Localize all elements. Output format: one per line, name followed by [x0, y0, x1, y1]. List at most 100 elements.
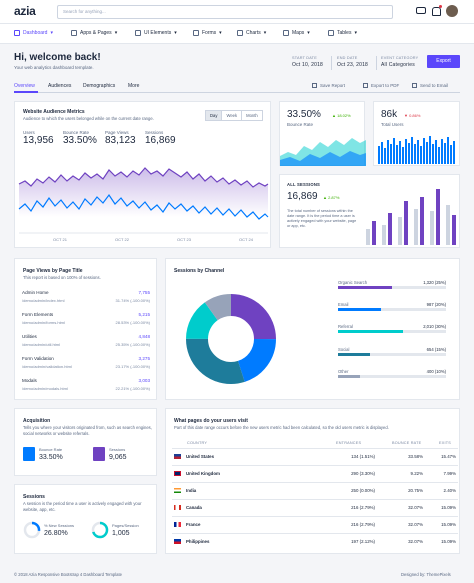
channel-donut-chart	[186, 294, 276, 384]
area-series-fill	[19, 168, 268, 217]
event-category[interactable]: EVENT CATEGORY All Categories	[381, 56, 419, 68]
all-sessions-card: ALL SESSIONS 16,869 ▲ 2.87% The total nu…	[279, 174, 460, 248]
app-logo[interactable]: azia	[14, 4, 36, 18]
nav-ui-elements[interactable]: UI Elements ▾	[135, 30, 177, 36]
card-title: What pages do your users visit	[174, 418, 248, 424]
search-input[interactable]: Search for anything...	[57, 5, 393, 19]
list-item[interactable]: Form Validation/demo/admin/validation.ht…	[22, 356, 150, 369]
footer-copyright: © 2018 Azia Responsive Bootstrap 4 Dashb…	[14, 572, 122, 577]
card-title: Sessions by Channel	[174, 268, 225, 274]
export-pdf-button[interactable]: Export to PDF	[363, 83, 399, 88]
list-item[interactable]: Modals/demo/admin/modals.html 3,003 22.21%…	[22, 378, 150, 391]
col-header-exits: EXITS	[439, 441, 451, 445]
maps-icon	[283, 30, 289, 36]
bar	[426, 142, 428, 164]
nav-dashboard[interactable]: Dashboard ▾	[14, 30, 53, 36]
nav-forms[interactable]: Forms ▾	[193, 30, 222, 36]
flag-uk-icon	[174, 471, 181, 476]
bar	[441, 139, 443, 164]
bar	[420, 146, 422, 164]
bounce-rate-value: 33.50%	[287, 109, 321, 120]
tab-audiences[interactable]: Audiences	[48, 83, 72, 89]
apps-icon	[71, 30, 77, 36]
bar	[420, 197, 424, 245]
bar	[450, 145, 452, 164]
all-sessions-value: 16,869	[287, 191, 318, 202]
bar	[381, 142, 383, 164]
bar	[447, 137, 449, 164]
bar	[414, 144, 416, 164]
bar	[438, 147, 440, 164]
sessions-bar-chart	[366, 189, 456, 245]
bounce-rate-change: ▲ 18.02%	[332, 113, 351, 118]
nav-charts[interactable]: Charts ▾	[237, 30, 266, 36]
divider	[331, 56, 332, 70]
export-button[interactable]: Export	[427, 55, 460, 68]
channel-bar-fill	[338, 286, 392, 289]
tab-overview[interactable]: Overview	[14, 83, 35, 89]
nav-tables[interactable]: Tables ▾	[328, 30, 357, 36]
range-day-button[interactable]: Day	[206, 111, 223, 120]
ring-fill	[23, 521, 41, 539]
col-header-entrances: ENTRANCES	[336, 441, 362, 445]
email-icon	[412, 83, 417, 88]
pages-session-label: Pages/Session	[112, 523, 139, 528]
channel-bar-fill	[338, 330, 403, 333]
flag-us-icon	[174, 454, 181, 459]
nav-maps[interactable]: Maps ▾	[283, 30, 310, 36]
bar	[398, 217, 402, 245]
table-row[interactable]: United Kingdom 290 (3.30%) 9.22% 7.99%	[172, 465, 458, 482]
table-row[interactable]: Philippines 197 (2.12%) 32.07% 15.09%	[172, 533, 458, 550]
messages-icon[interactable]	[416, 7, 426, 14]
table-row[interactable]: United States 134 (1.51%) 33.58% 15.47%	[172, 448, 458, 465]
divider	[376, 56, 377, 70]
page-header: Hi, welcome back! Your web analytics das…	[14, 52, 101, 70]
bar	[430, 211, 434, 245]
arrow-down-icon: ▼	[404, 113, 408, 118]
end-date[interactable]: END DATE Oct 23, 2018	[337, 56, 369, 68]
bar	[423, 138, 425, 164]
arrow-up-icon: ▲	[332, 113, 336, 118]
tab-more[interactable]: More	[128, 83, 140, 89]
x-tick-label: OCT 24	[239, 237, 254, 242]
table-row[interactable]: France 216 (2.79%) 32.07% 15.09%	[172, 516, 458, 533]
bell-icon[interactable]	[432, 7, 441, 16]
forms-icon	[193, 30, 199, 36]
bar	[382, 225, 386, 245]
nav-apps-pages[interactable]: Apps & Pages ▾	[71, 30, 117, 36]
active-tab-indicator	[14, 91, 38, 93]
card-subtitle: Audience to which the users belonged whi…	[23, 116, 154, 121]
list-item[interactable]: Utilities/demo/admin/util.html 4,848 25.35…	[22, 334, 150, 347]
bar	[372, 221, 376, 245]
stat-sessions: Sessions 16,869	[145, 130, 176, 146]
sessions-label: Sessions	[109, 447, 126, 452]
x-tick-label: OCT 22	[115, 237, 130, 242]
table-row[interactable]: India 250 (0.00%) 20.75% 2.40%	[172, 482, 458, 499]
stat-pageviews: Page Views 83,123	[105, 130, 136, 146]
range-week-button[interactable]: Week	[222, 111, 243, 120]
main-nav: Dashboard ▾ Apps & Pages ▾ UI Elements ▾…	[0, 24, 474, 44]
card-title: Website Audience Metrics	[23, 109, 85, 115]
series-purple-line	[18, 167, 269, 188]
bar	[399, 141, 401, 164]
bar	[387, 140, 389, 164]
table-row[interactable]: Canada 216 (2.79%) 32.07% 15.09%	[172, 499, 458, 516]
list-item[interactable]: Admin Home/demo/admin/index.html 7,755 31.…	[22, 290, 150, 303]
start-date[interactable]: START DATE Oct 10, 2018	[292, 56, 324, 68]
visits-table-card: What pages do your users visit Part of t…	[165, 408, 460, 554]
list-item[interactable]: Form Elements/demo/admin/forms.html 5,215…	[22, 312, 150, 325]
x-tick-label: OCT 23	[177, 237, 192, 242]
tab-demographics[interactable]: Demographics	[83, 83, 116, 89]
audience-line-chart: OCT 21 OCT 22 OCT 23 OCT 24	[18, 167, 269, 242]
avatar[interactable]	[446, 5, 458, 17]
stat-users: Users 13,956	[23, 130, 54, 146]
flag-france-icon	[174, 522, 181, 527]
donut-slice-other	[186, 294, 276, 384]
bar	[390, 144, 392, 164]
bar	[414, 209, 418, 245]
send-email-button[interactable]: Send to Email	[412, 83, 448, 88]
pages-session-value: 1,005	[112, 530, 130, 537]
all-sessions-label: ALL SESSIONS	[287, 182, 321, 187]
range-month-button[interactable]: Month	[246, 113, 258, 118]
save-report-button[interactable]: Save Report	[312, 83, 345, 88]
